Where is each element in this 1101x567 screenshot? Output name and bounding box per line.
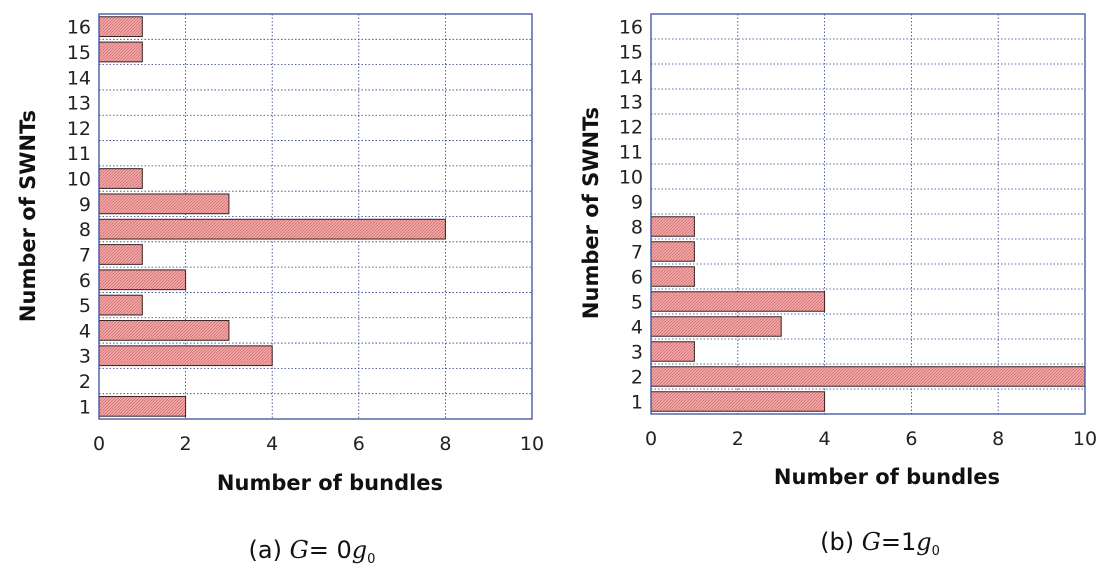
chart-a-bar-7 [98,244,143,265]
chart-a-y-tick-label: 16 [67,17,91,39]
chart-b-caption-eq: =1 [881,528,916,556]
chart-b-x-tick-label: 4 [819,428,831,450]
chart-a-ylabel: Number of SWNTs [16,110,40,322]
chart-b-bar-5 [650,291,826,312]
chart-a-bar-4 [98,320,230,341]
chart-a-x-tick-label: 0 [93,433,105,455]
chart-a-x-tick-label: 2 [180,433,192,455]
chart-a-caption-prefix: (a) [249,536,290,564]
chart-a-y-tick-label: 7 [79,244,91,266]
chart-a-caption-coef: g [352,536,367,564]
chart-b-y-tick-label: 7 [631,242,643,264]
chart-b-bars [650,216,1086,412]
chart-b-y-tick-label: 10 [619,167,643,189]
chart-b-y-tick-label: 12 [619,117,643,139]
chart-b-x-tick-label: 2 [732,428,744,450]
chart-a-bar-8 [98,218,446,240]
chart-b-caption-var: G [862,528,881,556]
chart-b-y-tick-label: 8 [631,217,643,239]
chart-a-y-tick-label: 10 [67,169,91,191]
chart-a-x-tick-label: 8 [439,433,451,455]
chart-b-x-tick-label: 8 [992,428,1004,450]
chart-a-xlabel: Number of bundles [217,471,443,495]
chart-a-bar-10 [98,168,143,189]
chart-b-caption: (b) G=1g0 [820,528,940,559]
chart-b-y-tick-label: 3 [631,342,643,364]
chart-b-caption-prefix: (b) [820,528,862,556]
chart-b-bar-8 [650,216,695,237]
chart-b-y-tick-label: 2 [631,367,643,389]
chart-a-y-tick-label: 11 [67,143,91,165]
chart-a-y-tick-label: 14 [67,67,91,89]
chart-b-grid [651,14,1085,414]
chart-b-y-tick-label: 15 [619,42,643,64]
chart-a-caption: (a) G= 0g0 [249,536,376,567]
chart-a-bar-16 [98,16,143,38]
chart-b-x-tick-label: 10 [1073,428,1097,450]
chart-b-caption-sub: 0 [932,544,940,559]
chart-a-bar-5 [98,294,143,316]
chart-b-y-tick-label: 4 [631,317,643,339]
chart-a-y-tick-label: 6 [79,270,91,292]
chart-b-x-tick-label: 0 [645,428,657,450]
chart-b-y-tick-label: 1 [631,392,643,414]
chart-a-frame [98,13,533,420]
chart-b-y-tick-label: 5 [631,292,643,314]
chart-a-caption-var: G [290,536,309,564]
chart-a-bar-1 [98,395,187,417]
chart-b-x-tick-label: 6 [905,428,917,450]
chart-a-bar-15 [98,41,143,63]
chart-a-bar-6 [98,269,187,291]
chart-a-y-tick-label: 2 [79,371,91,393]
chart-a-y-tick-label: 13 [67,93,91,115]
chart-b-caption-coef: g [916,528,931,556]
chart-b-y-tick-label: 13 [619,92,643,114]
chart-b-bar-3 [650,341,695,362]
chart-b-bar-1 [650,391,826,412]
chart-b-y-tick-label: 11 [619,142,643,164]
chart-b-y-tick-label: 16 [619,17,643,39]
chart-a-y-tick-label: 3 [79,346,91,368]
chart-b-y-tick-label: 14 [619,67,643,89]
chart-b-frame [650,13,1086,415]
chart-b-bar-4 [650,316,782,337]
chart-b-y-tick-label: 9 [631,192,643,214]
chart-a-y-tick-label: 9 [79,194,91,216]
chart-b-x-ticks: 0 2 4 6 8 10 [645,428,1097,450]
chart-a-y-tick-label: 4 [79,320,91,342]
chart-a-y-tick-label: 5 [79,295,91,317]
chart-b-ylabel: Number of SWNTs [579,107,603,319]
chart-a-bar-3 [98,345,273,367]
chart-a-y-tick-label: 15 [67,42,91,64]
chart-a-x-ticks: 0 2 4 6 8 10 [93,433,544,455]
chart-a-caption-sub: 0 [367,552,375,567]
chart-a-y-tick-label: 1 [79,396,91,418]
chart-b-bar-7 [650,241,695,262]
chart-a-y-tick-label: 12 [67,118,91,140]
chart-a-x-tick-label: 4 [266,433,278,455]
chart-a-caption-eq: = 0 [309,536,352,564]
chart-a-y-tick-label: 8 [79,219,91,241]
chart-a-bar-9 [98,193,230,215]
chart-b-bar-6 [650,266,695,287]
chart-a-x-tick-label: 6 [353,433,365,455]
chart-b-bar-2 [650,366,1086,387]
chart-a-x-tick-label: 10 [520,433,544,455]
chart-b-y-tick-label: 6 [631,267,643,289]
chart-b-xlabel: Number of bundles [774,465,1000,489]
